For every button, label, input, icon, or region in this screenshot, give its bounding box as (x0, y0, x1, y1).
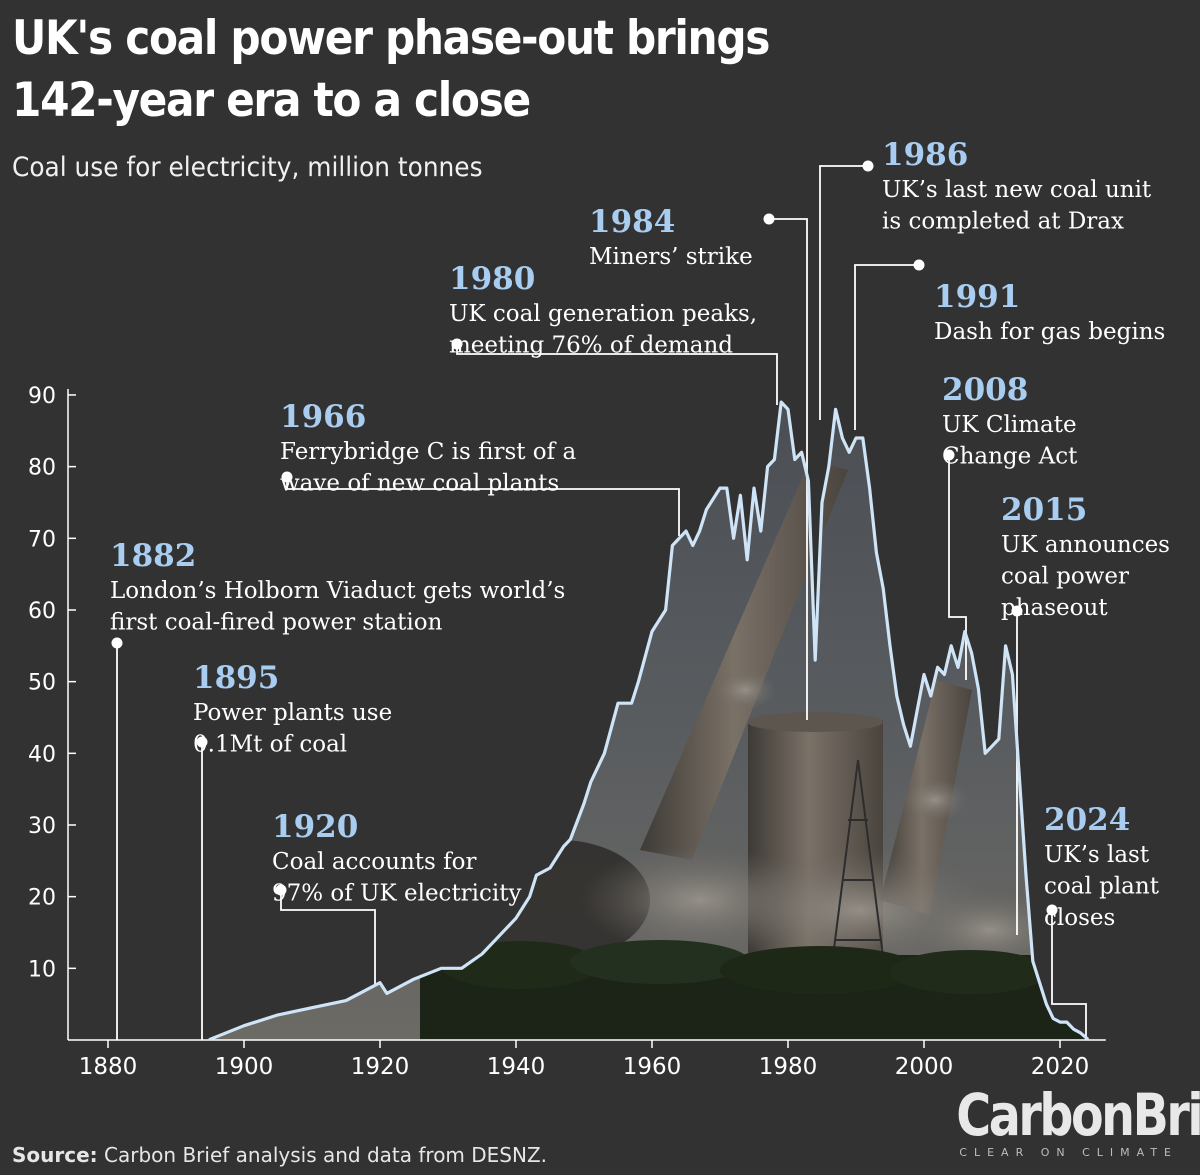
annotation-connector-2008 (948, 455, 967, 680)
x-tick-label: 1900 (215, 1054, 274, 1080)
annotation-text-1966: wave of new coal plants (280, 471, 559, 497)
x-axis-ticks: 1880 1900 1920 1940 1960 1980 2000 2020 (79, 1040, 1090, 1080)
annotation-year-2024: 2024 (1044, 802, 1130, 838)
annotation-year-1895: 1895 (193, 660, 279, 696)
annotation-text-1966: Ferrybridge C is first of a (280, 439, 576, 465)
annotation-marker-1980 (451, 338, 463, 350)
annotation-text-1920: 97% of UK electricity (272, 881, 522, 907)
annotation-text-1980: meeting 76% of demand (449, 333, 733, 359)
annotation-text-1895: 0.1Mt of coal (193, 732, 347, 758)
chart-axes: 1880 1900 1920 1940 1960 1980 2000 2020 10 20 30 4… (28, 384, 1106, 1080)
annotation-text-2008: UK Climate (942, 412, 1077, 438)
annotation-text-1980: UK coal generation peaks, (449, 301, 757, 327)
annotation-year-1966: 1966 (280, 399, 366, 435)
annotation-year-1986: 1986 (882, 137, 968, 173)
x-tick-label: 2000 (895, 1054, 954, 1080)
annotation-text-2024: closes (1044, 905, 1115, 931)
annotation-text-1895: Power plants use (193, 700, 392, 726)
annotation-marker-2008 (943, 449, 955, 461)
annotation-text-1882: first coal-fired power station (110, 610, 443, 636)
y-tick-label: 60 (28, 599, 56, 624)
x-tick-label: 1920 (351, 1054, 410, 1080)
title-line-2: 142-year era to a close (12, 73, 531, 128)
annotation-year-1984: 1984 (589, 204, 675, 240)
y-tick-label: 70 (28, 527, 56, 552)
annotation-text-2024: UK’s last (1044, 842, 1150, 868)
coal-use-line (208, 400, 1089, 1041)
x-tick-label: 1980 (759, 1054, 818, 1080)
annotation-year-1920: 1920 (272, 809, 358, 845)
y-axis-ticks: 10 20 30 40 50 60 70 80 90 (28, 384, 76, 982)
y-tick-label: 40 (28, 742, 56, 767)
annotation-text-1920: Coal accounts for (272, 849, 476, 875)
annotation-marker-1895 (196, 736, 208, 748)
y-tick-label: 50 (28, 671, 56, 696)
annotation-year-1882: 1882 (110, 538, 196, 574)
source-text: Carbon Brief analysis and data from DESN… (97, 1143, 548, 1167)
annotation-marker-1986 (862, 160, 874, 172)
y-tick-label: 90 (28, 384, 56, 409)
chart-title: UK's coal power phase-out brings 142-yea… (12, 8, 822, 132)
annotation-marker-1920 (275, 884, 287, 896)
annotation-marker-1991 (913, 259, 925, 271)
annotation-connector-2024 (1051, 910, 1087, 1040)
y-tick-label: 80 (28, 456, 56, 481)
brand-tagline: CLEAR ON CLIMATE (959, 1146, 1178, 1159)
annotation-text-1991: Dash for gas begins (934, 319, 1165, 345)
annotation-year-2008: 2008 (942, 372, 1028, 408)
annotation-year-1991: 1991 (934, 279, 1020, 315)
annotation-text-1984: Miners’ strike (589, 244, 753, 270)
annotation-text-2024: coal plant (1044, 874, 1160, 900)
annotation-connector-1966 (286, 477, 680, 536)
annotation-marker-1882 (111, 637, 123, 649)
annotation-connector-1986 (819, 165, 868, 420)
annotation-text-2015: coal power (1001, 564, 1129, 590)
annotation-connector-1984 (769, 218, 808, 720)
title-line-1: UK's coal power phase-out brings (12, 11, 770, 66)
chart-subtitle: Coal use for electricity, million tonnes (12, 152, 483, 183)
y-tick-label: 30 (28, 814, 56, 839)
annotation-marker-2024 (1046, 904, 1058, 916)
annotation-text-1986: UK’s last new coal unit (882, 177, 1152, 203)
x-tick-label: 1880 (79, 1054, 138, 1080)
x-tick-label: 1960 (623, 1054, 682, 1080)
annotations: 1882 London’s Holborn Viaduct gets world’… (110, 137, 1170, 931)
annotation-year-1980: 1980 (449, 261, 535, 297)
annotation-marker-1984 (763, 213, 775, 225)
y-tick-label: 10 (28, 957, 56, 982)
annotation-connectors (116, 165, 1087, 1040)
annotation-text-2008: Change Act (942, 444, 1078, 470)
annotation-year-2015: 2015 (1001, 492, 1087, 528)
annotation-marker-1966 (281, 471, 293, 483)
source-label: Source: (12, 1143, 98, 1167)
x-tick-label: 2020 (1031, 1054, 1090, 1080)
annotation-marker-2015 (1011, 605, 1023, 617)
y-tick-label: 20 (28, 886, 56, 911)
annotation-text-1882: London’s Holborn Viaduct gets world’s (110, 578, 565, 604)
annotation-text-2015: phaseout (1001, 595, 1108, 621)
annotation-connector-1991 (854, 264, 919, 430)
x-tick-label: 1940 (487, 1054, 546, 1080)
source-note: Source: Carbon Brief analysis and data f… (12, 1143, 547, 1167)
annotation-text-1986: is completed at Drax (882, 209, 1124, 235)
annotation-connector-1920 (280, 890, 376, 985)
annotation-text-2015: UK announces (1001, 532, 1170, 558)
